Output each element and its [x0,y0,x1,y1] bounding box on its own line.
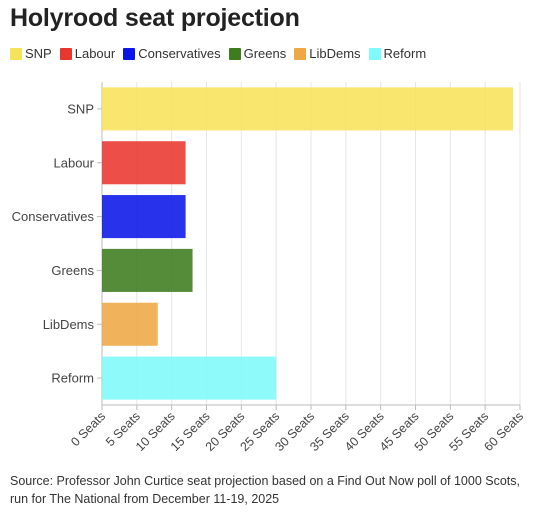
bar-chart: SNP Labour Conservatives Greens LibDems Refor… [12,82,526,454]
legend-label-labour: Labour [74,46,116,61]
legend-swatch-greens [228,47,241,60]
bar-snp [102,87,514,131]
chart-title: Holyrood seat projection [10,4,300,32]
legend-item-reform[interactable]: Reform [368,46,427,61]
legend-swatch-snp [10,47,22,60]
bar-labour [102,141,186,185]
bar-reform [102,356,277,400]
y-tick-label-conservatives: Conservatives [12,209,95,224]
legend-label-conservatives: Conservatives [138,46,221,61]
y-tick-label-greens: Greens [51,263,94,278]
legend: SNP Labour Conservatives Greens LibDems … [10,46,426,61]
legend-swatch-labour [59,47,72,60]
legend-item-conservatives[interactable]: Conservatives [123,46,221,61]
y-tick-label-libdems: LibDems [43,317,95,332]
legend-item-snp[interactable]: SNP [10,46,52,61]
legend-label-snp: SNP [25,46,52,61]
source-note: Source: Professor John Curtice seat proj… [10,474,520,506]
bar-conservatives [102,195,186,239]
bar-greens [102,248,193,292]
legend-swatch-libdems [294,47,307,60]
x-tick-label-0: 0 Seats [68,409,108,449]
legend-label-greens: Greens [243,46,287,61]
legend-label-libdems: LibDems [309,46,361,61]
legend-label-reform: Reform [383,46,427,61]
y-tick-label-snp: SNP [67,101,94,116]
legend-swatch-reform [368,47,381,60]
bar-libdems [102,302,158,346]
y-tick-label-reform: Reform [51,371,94,386]
legend-swatch-conservatives [123,47,136,60]
legend-item-libdems[interactable]: LibDems [294,46,361,61]
y-tick-label-labour: Labour [54,155,95,170]
legend-item-greens[interactable]: Greens [228,46,287,61]
legend-item-labour[interactable]: Labour [59,46,116,61]
